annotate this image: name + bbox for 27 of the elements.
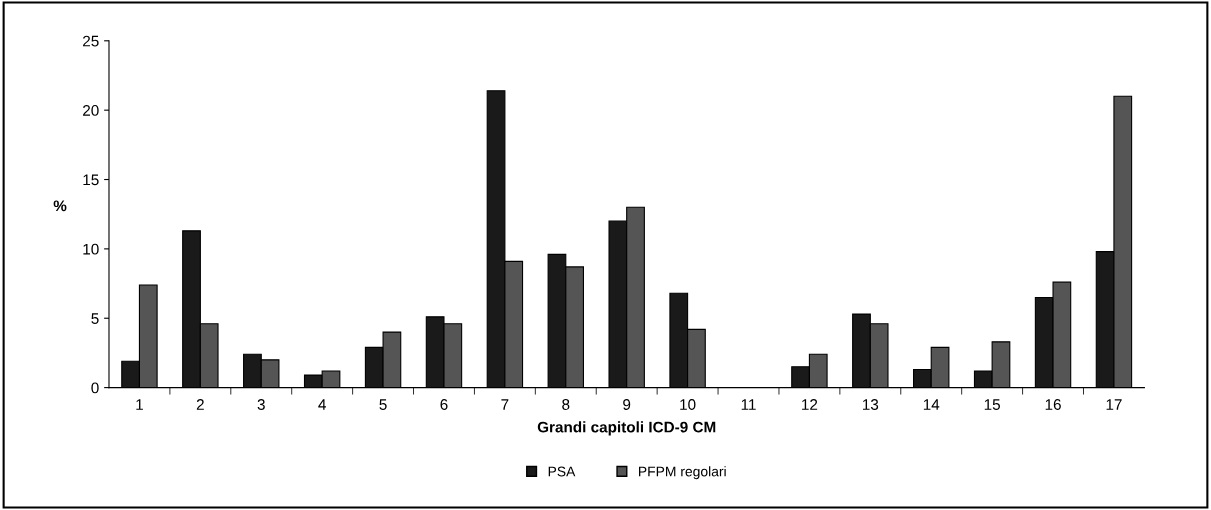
x-tick-label: 15: [984, 399, 1000, 410]
x-tick-label: 13: [862, 399, 879, 410]
y-tick-label: 25: [83, 35, 99, 47]
y-axis-title: %: [53, 200, 67, 212]
x-tick-label: 4: [318, 399, 326, 410]
x-tick-label: 10: [680, 399, 696, 410]
y-tick-label: 20: [83, 105, 99, 116]
y-tick-label: 15: [83, 174, 99, 186]
x-tick-label: 14: [923, 399, 940, 410]
x-tick-label: 3: [257, 399, 265, 410]
x-tick-label: 12: [802, 399, 818, 410]
y-tick-label: 0: [91, 382, 99, 394]
x-tick-label: 16: [1045, 399, 1061, 410]
legend-label: PFPM regolari: [639, 466, 726, 480]
y-tick-label: 5: [91, 313, 99, 324]
legend-label: PSA: [548, 466, 576, 477]
x-tick-label: 6: [440, 399, 448, 410]
x-tick-label: 17: [1106, 399, 1122, 410]
x-tick-label: 5: [379, 399, 387, 410]
x-tick-label: 1: [136, 399, 143, 410]
x-axis-title: Grandi capitoli ICD-9 CM: [537, 421, 716, 436]
x-tick-label: 8: [562, 399, 570, 410]
x-tick-label: 7: [501, 399, 509, 410]
x-tick-label: 2: [196, 399, 204, 410]
y-tick-label: 10: [83, 243, 99, 255]
x-tick-label: 9: [623, 399, 631, 410]
x-tick-label: 11: [741, 399, 756, 410]
